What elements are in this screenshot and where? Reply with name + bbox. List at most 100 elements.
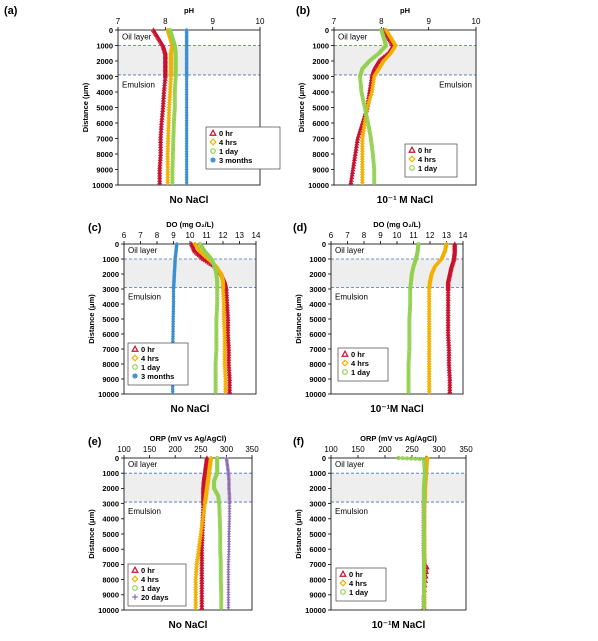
data-point [426, 371, 432, 377]
y-tick-label: 2000 [309, 270, 326, 279]
data-point [206, 474, 211, 480]
oil-emulsion-band [118, 45, 260, 75]
y-tick-label: 4000 [102, 515, 119, 524]
data-point [171, 334, 175, 339]
data-point [213, 361, 218, 367]
data-point [171, 144, 176, 149]
data-point [359, 154, 365, 160]
data-point [222, 344, 228, 349]
data-point [426, 366, 432, 372]
data-point [204, 483, 210, 489]
x-tick-label: 100 [117, 445, 131, 454]
data-point [166, 123, 172, 129]
panel-f: (f) 100 150 200 250 300 350 ORP (mV vs Ag/AgCl)… [293, 434, 473, 631]
y-axis-label: Distance (μm) [87, 509, 96, 559]
data-point [202, 503, 207, 509]
oil-emulsion-band [331, 473, 466, 503]
data-point [171, 309, 176, 314]
x-tick-label: 300 [220, 445, 234, 454]
data-point [167, 97, 173, 103]
x-axis-label: DO (mg O₂/L) [166, 220, 214, 229]
bottom-caption: No NaCl [170, 195, 209, 206]
data-point [215, 296, 220, 302]
legend-marker [341, 349, 349, 357]
data-point [408, 304, 413, 309]
data-point [173, 60, 178, 65]
data-point [198, 531, 204, 537]
data-point [421, 602, 426, 607]
data-point [171, 120, 176, 126]
data-point [426, 326, 432, 332]
data-point [170, 164, 175, 169]
data-point [204, 258, 210, 264]
x-tick-label: 7 [345, 231, 350, 240]
y-tick-label: 2000 [309, 484, 326, 493]
data-point [221, 326, 227, 332]
data-point [219, 587, 224, 592]
data-point [218, 531, 223, 537]
data-point [218, 537, 223, 542]
data-point [408, 286, 413, 292]
data-point [213, 364, 218, 369]
data-point [407, 321, 412, 327]
data-point [215, 286, 220, 292]
data-point [171, 324, 175, 329]
y-tick-label: 2000 [102, 270, 119, 279]
legend-marker [340, 589, 346, 595]
data-point [360, 95, 365, 100]
series-20-days [224, 456, 232, 610]
data-point [193, 574, 199, 580]
data-point [426, 294, 432, 299]
data-point [193, 594, 199, 600]
data-point [218, 569, 223, 575]
data-point [421, 575, 426, 580]
legend-marker [408, 145, 416, 153]
data-point [368, 136, 373, 141]
data-point [407, 339, 412, 344]
data-point [172, 115, 177, 120]
data-point [227, 388, 233, 394]
x-tick-label: 7 [138, 231, 143, 240]
data-point [194, 559, 200, 565]
data-point [204, 484, 210, 490]
x-tick-label: 14 [252, 231, 261, 240]
data-point [217, 509, 222, 514]
data-point [359, 167, 365, 172]
data-point [223, 386, 228, 392]
data-point [203, 489, 209, 495]
data-point [406, 386, 411, 392]
legend-entry: 1 day [349, 588, 369, 597]
data-point [214, 329, 219, 334]
data-point [203, 494, 209, 500]
legend-marker [132, 585, 138, 591]
legend-marker [408, 155, 416, 163]
data-point [422, 461, 427, 466]
data-point [184, 85, 189, 89]
data-point [426, 381, 432, 387]
data-point [426, 289, 432, 294]
data-point [208, 456, 214, 462]
y-tick-label: 5000 [309, 530, 326, 539]
y-tick-label: 2000 [96, 57, 113, 66]
oil-emulsion-band [334, 45, 476, 75]
data-point [369, 144, 374, 149]
data-point [359, 156, 365, 162]
y-tick-label: 8000 [96, 150, 113, 159]
data-point [173, 66, 178, 71]
data-point [195, 551, 201, 557]
data-point [213, 389, 218, 394]
data-point [222, 331, 228, 337]
y-tick-label: 3000 [102, 285, 119, 294]
data-point [421, 605, 426, 610]
data-point [222, 359, 228, 364]
y-tick-label: 7000 [102, 560, 119, 569]
data-point [426, 356, 432, 362]
panel-c: (c) 6 7 8 9 10 11 12 13 14 DO (mg O₂/L) 0 1000 2000 30… [87, 220, 261, 415]
data-point [447, 388, 453, 394]
data-point [184, 97, 189, 102]
x-axis-label: ORP (mV vs Ag/AgCl) [360, 434, 437, 443]
data-point [184, 178, 189, 182]
data-point [208, 459, 213, 465]
y-tick-label: 1000 [309, 255, 326, 264]
